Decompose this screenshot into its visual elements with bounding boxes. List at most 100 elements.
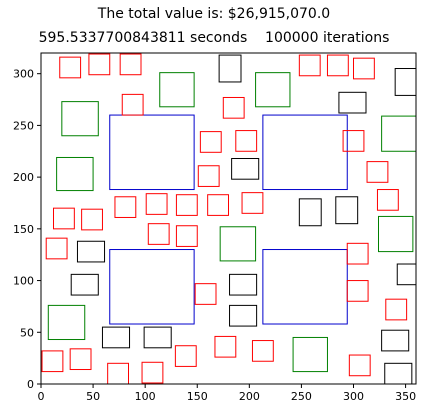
y-tick-label: 100 <box>13 275 34 288</box>
rect-black-17 <box>298 198 322 227</box>
rect-green-5 <box>255 72 291 108</box>
rect-black-22 <box>229 273 258 296</box>
rect-red-52 <box>346 242 369 265</box>
rect-black-25 <box>143 326 172 349</box>
rect-black-27 <box>384 362 413 384</box>
rect-green-11 <box>47 304 86 341</box>
rect-red-37 <box>235 130 258 152</box>
rect-black-24 <box>101 326 131 349</box>
y-tick-200: 200 <box>13 171 41 184</box>
x-tick-label: 50 <box>86 390 100 403</box>
rect-red-50 <box>175 225 198 247</box>
rect-black-14 <box>394 68 416 96</box>
rect-red-47 <box>53 207 75 230</box>
rect-blue-1 <box>262 114 348 191</box>
x-tick-label: 200 <box>239 390 260 403</box>
rect-red-49 <box>147 223 170 245</box>
y-tick-label: 200 <box>13 171 34 184</box>
axes-frame <box>40 52 417 385</box>
rect-black-13 <box>218 54 242 83</box>
y-tick-label: 300 <box>13 68 34 81</box>
rect-red-61 <box>348 354 371 377</box>
rect-red-48 <box>81 208 103 231</box>
rect-red-35 <box>222 96 245 119</box>
rect-red-33 <box>353 57 375 80</box>
rect-red-51 <box>45 237 68 260</box>
y-tick-300: 300 <box>13 68 41 81</box>
rect-red-41 <box>376 189 399 211</box>
rect-black-15 <box>338 91 367 114</box>
y-tick-label: 150 <box>13 223 34 236</box>
x-tick-50: 50 <box>86 384 100 403</box>
rect-red-36 <box>199 131 222 153</box>
x-tick-label: 300 <box>343 390 364 403</box>
x-tick-label: 0 <box>38 390 45 403</box>
rect-blue-2 <box>109 249 195 325</box>
y-tick-label: 250 <box>13 119 34 132</box>
x-tick-250: 250 <box>291 384 312 403</box>
rect-blue-3 <box>262 249 348 325</box>
rect-red-53 <box>346 280 369 302</box>
y-tick-100: 100 <box>13 275 41 288</box>
y-tick-250: 250 <box>13 119 41 132</box>
chart-subtitle-runtime: 595.5337700843811 seconds 100000 iterati… <box>38 30 390 46</box>
rect-black-20 <box>396 263 416 286</box>
rect-red-39 <box>197 165 220 187</box>
y-tick-50: 50 <box>20 326 41 339</box>
x-tick-label: 100 <box>135 390 156 403</box>
rect-red-58 <box>41 350 64 373</box>
rect-red-62 <box>107 362 129 384</box>
rect-red-28 <box>59 56 82 79</box>
rect-red-46 <box>241 192 264 214</box>
rect-red-45 <box>207 194 230 216</box>
rect-red-57 <box>251 340 274 362</box>
rect-black-21 <box>70 273 99 296</box>
rect-green-7 <box>381 115 416 152</box>
rect-green-4 <box>159 72 195 108</box>
x-tick-100: 100 <box>135 384 156 403</box>
rect-red-43 <box>145 193 168 215</box>
rect-red-29 <box>88 53 111 76</box>
rect-red-55 <box>385 298 408 321</box>
x-tick-label: 350 <box>395 390 416 403</box>
rect-red-31 <box>298 54 321 77</box>
y-tick-0: 0 <box>27 378 41 391</box>
chart-title-total-value: The total value is: $26,915,070.0 <box>97 6 331 22</box>
rect-red-32 <box>326 54 349 77</box>
rect-red-30 <box>119 53 142 76</box>
rect-red-42 <box>114 196 137 218</box>
rect-blue-0 <box>109 114 195 191</box>
rect-red-54 <box>194 283 217 305</box>
rect-red-34 <box>121 93 144 116</box>
x-tick-300: 300 <box>343 384 364 403</box>
rect-black-16 <box>231 158 260 180</box>
y-tick-label: 50 <box>20 326 34 339</box>
rect-red-63 <box>141 361 164 384</box>
rect-red-59 <box>69 348 92 371</box>
rect-black-26 <box>381 329 410 352</box>
rect-green-10 <box>219 226 257 262</box>
x-tick-0: 0 <box>38 384 45 403</box>
rect-green-9 <box>378 215 414 253</box>
rect-black-19 <box>76 240 106 263</box>
rect-green-12 <box>292 336 328 373</box>
rect-red-44 <box>175 194 198 216</box>
rect-red-60 <box>174 345 197 367</box>
rect-red-40 <box>366 161 389 183</box>
rect-green-8 <box>56 156 94 192</box>
y-tick-label: 0 <box>27 378 34 391</box>
rect-red-56 <box>214 335 237 358</box>
y-tick-150: 150 <box>13 223 41 236</box>
x-tick-label: 250 <box>291 390 312 403</box>
axes: 0 50 100 150 200 250 300 350 0 50 100 150 200 250 300 <box>13 52 417 403</box>
x-tick-350: 350 <box>395 384 416 403</box>
rect-black-23 <box>229 304 258 327</box>
rect-red-38 <box>342 130 365 152</box>
x-tick-200: 200 <box>239 384 260 403</box>
rect-green-6 <box>61 101 99 137</box>
rect-black-18 <box>335 196 359 225</box>
plot-area <box>41 53 416 384</box>
x-tick-150: 150 <box>187 384 208 403</box>
x-tick-label: 150 <box>187 390 208 403</box>
